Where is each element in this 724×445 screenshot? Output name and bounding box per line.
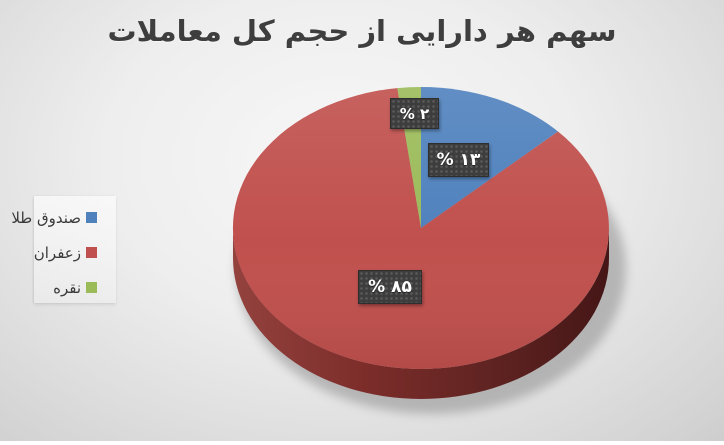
legend-label-gold-fund: صندوق طلا [11, 208, 81, 227]
chart-title[interactable]: سهم هر دارایی از حجم کل معاملات [107, 14, 617, 48]
legend-label-silver: نقره [53, 278, 81, 297]
legend-label-saffron: زعفران [33, 243, 81, 262]
legend-item-saffron[interactable]: زعفران [0, 235, 97, 270]
legend-swatch-saffron [86, 247, 97, 258]
data-label-gold-fund[interactable]: % ۱۳ [428, 143, 489, 177]
data-label-saffron[interactable]: % ۸۵ [358, 270, 422, 304]
data-label-silver[interactable]: % ۲ [390, 98, 439, 129]
legend-item-silver[interactable]: نقره [0, 270, 97, 305]
legend-item-gold-fund[interactable]: صندوق طلا [0, 200, 97, 235]
legend-panel [34, 196, 116, 303]
legend-swatch-silver [86, 282, 97, 293]
chart-legend: صندوق طلا زعفران نقره [0, 200, 97, 305]
legend-swatch-gold-fund [86, 212, 97, 223]
